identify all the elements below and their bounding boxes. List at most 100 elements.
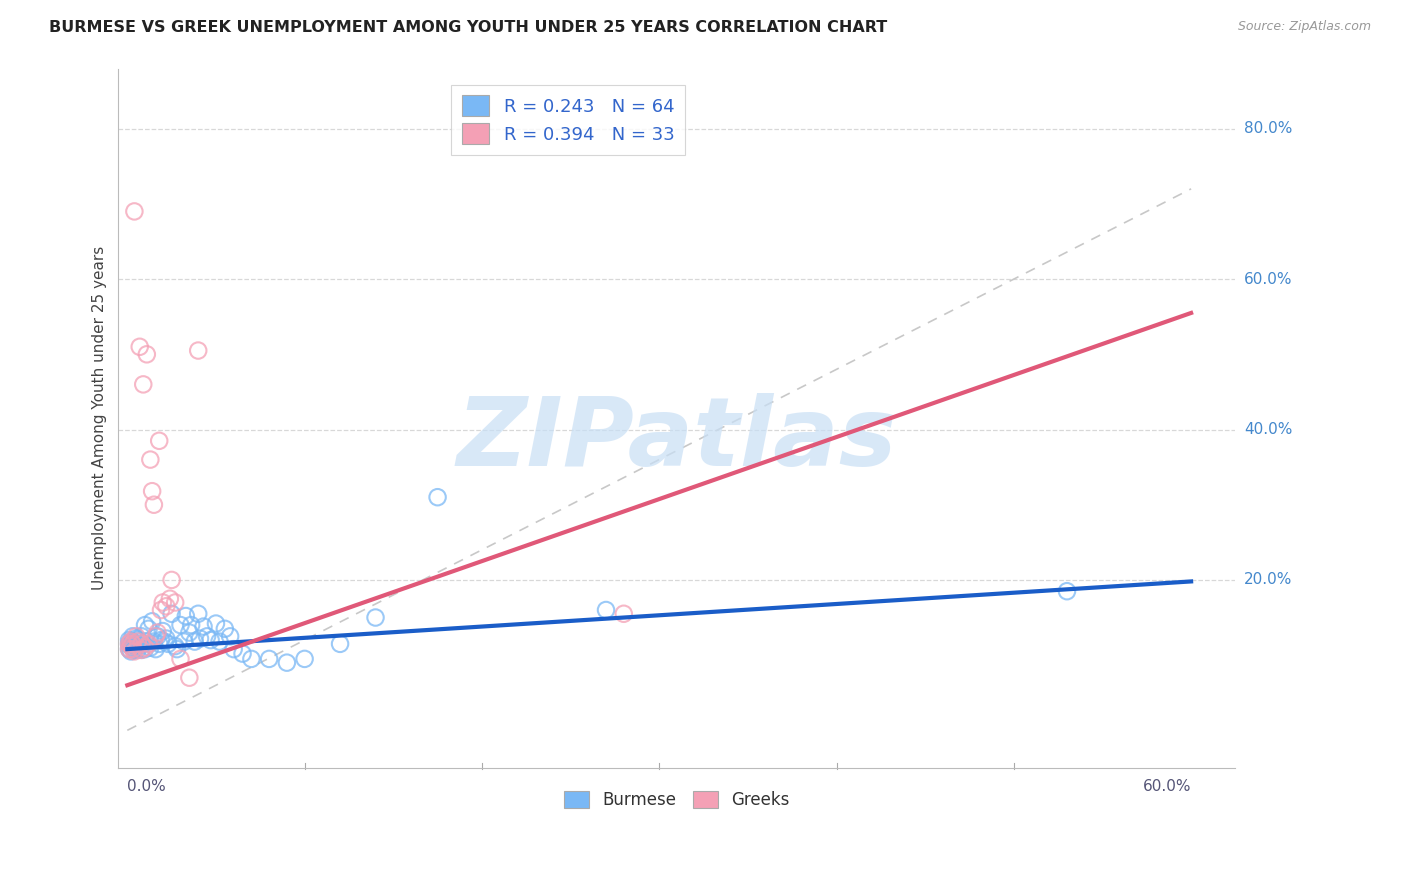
Point bbox=[141, 484, 163, 499]
Point bbox=[257, 652, 280, 666]
Point bbox=[120, 639, 142, 653]
Point bbox=[148, 637, 170, 651]
Point bbox=[118, 637, 141, 651]
Point bbox=[120, 644, 142, 658]
Point bbox=[165, 595, 187, 609]
Point bbox=[131, 643, 153, 657]
Point bbox=[329, 637, 352, 651]
Point bbox=[146, 629, 169, 643]
Text: BURMESE VS GREEK UNEMPLOYMENT AMONG YOUTH UNDER 25 YEARS CORRELATION CHART: BURMESE VS GREEK UNEMPLOYMENT AMONG YOUT… bbox=[49, 20, 887, 35]
Text: 40.0%: 40.0% bbox=[1244, 422, 1292, 437]
Point bbox=[165, 639, 187, 653]
Point bbox=[200, 633, 222, 648]
Point bbox=[118, 642, 141, 657]
Point bbox=[208, 634, 231, 648]
Point bbox=[128, 634, 150, 648]
Point bbox=[118, 637, 141, 651]
Text: 20.0%: 20.0% bbox=[1244, 573, 1292, 588]
Point bbox=[166, 642, 188, 657]
Point bbox=[179, 625, 201, 640]
Point bbox=[180, 618, 202, 632]
Point bbox=[127, 634, 149, 648]
Point bbox=[150, 633, 173, 648]
Point bbox=[125, 629, 148, 643]
Point bbox=[214, 622, 236, 636]
Point bbox=[124, 644, 146, 658]
Point bbox=[145, 642, 167, 657]
Point bbox=[132, 377, 155, 392]
Point bbox=[222, 642, 245, 657]
Point bbox=[173, 634, 195, 648]
Point bbox=[155, 599, 177, 614]
Point bbox=[124, 643, 146, 657]
Point bbox=[128, 638, 150, 652]
Point bbox=[134, 618, 156, 632]
Point bbox=[160, 607, 183, 621]
Point bbox=[174, 609, 197, 624]
Point bbox=[127, 633, 149, 648]
Point bbox=[145, 629, 167, 643]
Point bbox=[118, 642, 141, 657]
Point bbox=[153, 634, 176, 648]
Point bbox=[121, 642, 143, 657]
Point bbox=[160, 573, 183, 587]
Point bbox=[1056, 584, 1078, 599]
Point bbox=[121, 640, 143, 655]
Point bbox=[205, 616, 228, 631]
Point bbox=[124, 638, 146, 652]
Point bbox=[294, 652, 316, 666]
Point bbox=[150, 603, 173, 617]
Point bbox=[232, 647, 254, 661]
Point bbox=[187, 607, 209, 621]
Point bbox=[219, 629, 242, 643]
Point bbox=[139, 640, 162, 655]
Point bbox=[426, 490, 449, 504]
Point bbox=[364, 610, 387, 624]
Point bbox=[124, 204, 146, 219]
Point bbox=[152, 595, 174, 609]
Point bbox=[121, 634, 143, 648]
Point bbox=[142, 634, 165, 648]
Point bbox=[157, 637, 180, 651]
Point bbox=[120, 634, 142, 648]
Point bbox=[141, 615, 163, 629]
Point bbox=[138, 622, 160, 636]
Point bbox=[179, 671, 201, 685]
Point bbox=[121, 629, 143, 643]
Point bbox=[120, 639, 142, 653]
Point bbox=[120, 634, 142, 648]
Text: Source: ZipAtlas.com: Source: ZipAtlas.com bbox=[1237, 20, 1371, 33]
Point bbox=[118, 633, 141, 648]
Point bbox=[276, 656, 298, 670]
Point bbox=[134, 642, 156, 657]
Point bbox=[595, 603, 617, 617]
Point bbox=[138, 637, 160, 651]
Point bbox=[125, 632, 148, 646]
Point bbox=[132, 637, 155, 651]
Point bbox=[159, 591, 181, 606]
Point bbox=[142, 498, 165, 512]
Text: ZIPatlas: ZIPatlas bbox=[457, 392, 897, 486]
Text: 60.0%: 60.0% bbox=[1244, 271, 1292, 286]
Point bbox=[155, 632, 177, 646]
Point bbox=[135, 634, 157, 648]
Point bbox=[134, 640, 156, 655]
Point bbox=[125, 637, 148, 651]
Point bbox=[613, 607, 636, 621]
Point bbox=[193, 619, 215, 633]
Y-axis label: Unemployment Among Youth under 25 years: Unemployment Among Youth under 25 years bbox=[93, 246, 107, 591]
Point bbox=[135, 347, 157, 361]
Point bbox=[146, 625, 169, 640]
Point bbox=[131, 629, 153, 643]
Point bbox=[128, 340, 150, 354]
Point bbox=[148, 434, 170, 448]
Point bbox=[131, 637, 153, 651]
Point bbox=[195, 629, 218, 643]
Legend: Burmese, Greeks: Burmese, Greeks bbox=[557, 784, 796, 815]
Point bbox=[127, 642, 149, 657]
Point bbox=[187, 343, 209, 358]
Text: 60.0%: 60.0% bbox=[1143, 780, 1191, 794]
Text: 0.0%: 0.0% bbox=[128, 780, 166, 794]
Point bbox=[139, 452, 162, 467]
Point bbox=[183, 634, 205, 648]
